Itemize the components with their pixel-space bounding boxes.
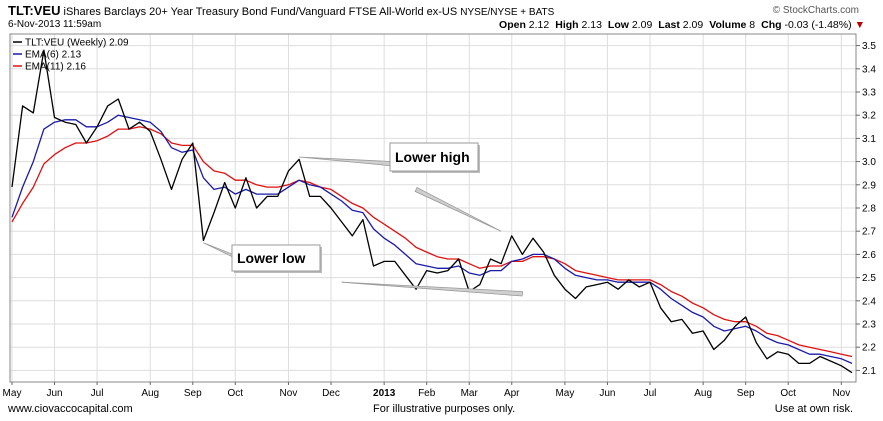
annotation-pointer [341,281,523,297]
x-tick-label: Jul [91,388,104,399]
legend-label-ema6: EMA(6) 2.13 [25,50,82,61]
down-arrow-icon: ▼ [854,19,865,31]
x-tick-label: May [555,388,574,399]
quote-value: -0.03 (-1.48%) [784,19,852,31]
x-tick-label: Apr [504,388,520,399]
series-line-ema11 [11,126,853,358]
x-tick-label: Aug [141,388,159,399]
y-tick-label: 2.8 [862,204,876,215]
y-tick-label: 2.2 [862,343,876,354]
y-tick-label: 3.3 [862,88,876,99]
x-axis: May Jun Jul Aug Sep Oct Nov Dec 2013 Feb Mar Apr May… [3,382,850,399]
quote-row: Open 2.12 High 2.13 Low 2.09 Last 2.09 Volum… [499,19,865,31]
x-tick-label: Jul [644,388,657,399]
description-label: iShares Barclays 20+ Year Treasury Bond … [63,6,458,18]
annotation-box [389,142,479,172]
x-tick-label: Nov [832,388,850,399]
legend-label-price: TLT:VEU (Weekly) 2.09 [25,38,129,49]
x-tick-label: 2013 [373,388,396,399]
quote-label: Low [607,19,632,31]
y-tick-label: 3.2 [862,111,876,122]
x-tick-label: Sep [737,388,755,399]
y-tick-label: 2.1 [862,366,876,377]
source-label: © StockCharts.com [772,5,859,16]
annotations: Lower high Lower low [203,142,523,297]
series-line-ema6 [11,114,853,364]
annotation-pointer [414,186,502,232]
y-tick-label: 3.4 [862,64,876,75]
x-tick-label: Dec [322,388,340,399]
x-tick-label: Nov [280,388,298,399]
y-tick-label: 2.4 [862,296,876,307]
y-tick-label: 2.9 [862,180,876,191]
quote-value: 2.09 [631,19,653,31]
quote-value: 2.13 [581,19,602,31]
exchange-label: NYSE/NYSE + BATS [460,7,555,18]
x-tick-label: Jun [46,388,62,399]
y-tick-label: 2.3 [862,320,876,331]
y-tick-label: 2.5 [862,273,876,284]
x-tick-label: Feb [418,388,436,399]
annotation-label: Lower high [395,149,470,165]
quote-value: 2.09 [682,19,704,31]
x-tick-label: Mar [461,388,479,399]
quote-label: Volume [709,19,750,31]
y-tick-label: 3.5 [862,41,876,52]
quote-value: 2.12 [528,19,550,31]
x-tick-label: Aug [694,388,712,399]
quote-label: Open [499,19,529,31]
quote-label: High [555,19,582,31]
y-tick-label: 2.6 [862,250,876,261]
chart-title-row: TLT:VEU iShares Barclays 20+ Year Treasu… [8,3,554,18]
disclaimer-label: For illustrative purposes only. [373,403,516,415]
x-tick-label: Jun [599,388,615,399]
series-line-price [11,49,853,374]
legend-label-ema11: EMA(11) 2.16 [25,62,86,73]
y-tick-label: 3.0 [862,157,876,168]
risk-label: Use at own risk. [774,403,853,415]
y-tick-label: 2.7 [862,227,876,238]
quote-value: 8 [749,19,756,31]
x-tick-label: Oct [780,388,796,399]
x-tick-label: Sep [184,388,202,399]
y-tick-label: 3.1 [862,134,876,145]
x-tick-label: May [3,388,22,399]
y-axis: 2.1 2.2 2.3 2.4 2.5 2.6 2.7 2.8 2.9 3.0 3.1 3.2 3.3 3… [856,41,876,377]
quote-label: Last [658,19,683,31]
annotation-box [231,244,321,272]
date-label: 6-Nov-2013 11:59am [8,19,102,30]
x-tick-label: Oct [228,388,244,399]
website-label: www.ciovaccocapital.com [8,403,133,415]
quote-label: Chg [761,19,785,31]
symbol-label: TLT:VEU [8,3,61,18]
annotation-label: Lower low [237,250,306,266]
series-layer [11,49,853,374]
